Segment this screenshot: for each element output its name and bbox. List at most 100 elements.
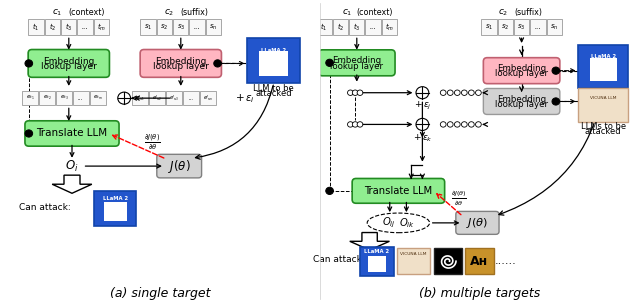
Circle shape: [25, 60, 33, 67]
Text: $e_{t_m}$: $e_{t_m}$: [93, 94, 103, 102]
Text: lookup layer: lookup layer: [41, 62, 97, 71]
Text: lookup layer: lookup layer: [495, 69, 548, 79]
Bar: [247, 38, 300, 83]
Text: $c_2$: $c_2$: [164, 8, 174, 18]
Circle shape: [552, 67, 560, 74]
Bar: [200, 91, 216, 105]
Text: $t_1$: $t_1$: [33, 21, 40, 33]
Circle shape: [352, 90, 358, 95]
Circle shape: [440, 122, 446, 127]
Circle shape: [348, 90, 353, 95]
Text: $s_1$: $s_1$: [485, 23, 493, 32]
Bar: [28, 19, 44, 35]
Text: $J(\theta)$: $J(\theta)$: [168, 158, 191, 175]
Text: $s_n$: $s_n$: [550, 23, 559, 32]
Circle shape: [352, 122, 358, 127]
Text: Embedding: Embedding: [332, 56, 381, 65]
Text: ...: ...: [78, 96, 84, 101]
Circle shape: [118, 92, 131, 104]
Text: $e'_{s_3}$: $e'_{s_3}$: [169, 93, 180, 103]
Bar: [579, 45, 628, 88]
Text: $O_{ik}$: $O_{ik}$: [399, 216, 415, 230]
Circle shape: [326, 187, 333, 194]
Text: Embedding: Embedding: [497, 64, 546, 73]
Text: (suffix): (suffix): [180, 8, 209, 17]
Text: $e'_{s_n}$: $e'_{s_n}$: [203, 93, 214, 103]
Text: ......: ......: [495, 256, 516, 266]
Text: $+\,\varepsilon_j$: $+\,\varepsilon_j$: [413, 100, 431, 112]
Circle shape: [357, 90, 363, 95]
FancyBboxPatch shape: [140, 50, 221, 77]
Text: ...: ...: [82, 24, 88, 30]
Text: $s_3$: $s_3$: [517, 23, 526, 32]
Bar: [94, 19, 109, 35]
Circle shape: [447, 90, 453, 95]
Text: $e_{t_3}$: $e_{t_3}$: [60, 94, 68, 102]
Text: $e_{t_1}$: $e_{t_1}$: [26, 94, 35, 102]
Bar: [90, 91, 106, 105]
Bar: [579, 88, 628, 123]
Text: $J(\theta)$: $J(\theta)$: [467, 216, 488, 230]
Text: Can attack:: Can attack:: [314, 255, 365, 264]
Text: LLM to be: LLM to be: [253, 84, 294, 93]
Polygon shape: [52, 175, 92, 193]
Circle shape: [447, 122, 453, 127]
Bar: [365, 19, 381, 35]
Bar: [104, 202, 127, 221]
Text: attacked: attacked: [255, 89, 292, 98]
Text: $+\,\varepsilon_k$: $+\,\varepsilon_k$: [413, 132, 432, 144]
Circle shape: [416, 118, 429, 130]
FancyBboxPatch shape: [25, 121, 119, 146]
Bar: [56, 91, 72, 105]
Circle shape: [461, 122, 467, 127]
Circle shape: [461, 90, 467, 95]
Text: $e_{t_2}$: $e_{t_2}$: [43, 94, 51, 102]
Bar: [22, 91, 38, 105]
Bar: [45, 19, 60, 35]
Text: $e'_{s_1}$: $e'_{s_1}$: [135, 93, 146, 103]
Text: lookup layer: lookup layer: [153, 62, 209, 71]
Text: $\frac{\partial J(\theta)}{\partial \theta}$: $\frac{\partial J(\theta)}{\partial \the…: [143, 133, 161, 152]
Text: LLaMA 2: LLaMA 2: [591, 54, 616, 59]
FancyBboxPatch shape: [483, 58, 560, 84]
Text: $s_3$: $s_3$: [177, 23, 185, 32]
Text: $t_3$: $t_3$: [353, 21, 360, 33]
Bar: [206, 19, 221, 35]
FancyBboxPatch shape: [483, 88, 560, 114]
Bar: [150, 91, 165, 105]
Circle shape: [454, 90, 460, 95]
Text: (context): (context): [69, 8, 106, 17]
FancyBboxPatch shape: [456, 211, 499, 234]
Bar: [132, 91, 148, 105]
Text: $e'_{s_2}$: $e'_{s_2}$: [152, 93, 163, 103]
Bar: [381, 19, 397, 35]
Text: ...: ...: [194, 24, 200, 30]
Text: $c_1$: $c_1$: [52, 8, 63, 18]
Circle shape: [468, 90, 474, 95]
Bar: [333, 19, 348, 35]
Text: (b) multiple targets: (b) multiple targets: [419, 287, 541, 300]
Text: LLaMA 2: LLaMA 2: [261, 48, 286, 53]
Text: LLMs to be: LLMs to be: [580, 122, 626, 131]
Circle shape: [476, 122, 481, 127]
Text: $+\,\varepsilon_i$: $+\,\varepsilon_i$: [236, 92, 255, 104]
Text: (a) single target: (a) single target: [109, 287, 211, 300]
Text: $s_n$: $s_n$: [209, 23, 218, 32]
FancyBboxPatch shape: [352, 178, 445, 203]
Text: $s_1$: $s_1$: [144, 23, 152, 32]
Bar: [530, 19, 545, 35]
Text: $t_m$: $t_m$: [385, 21, 394, 33]
Bar: [95, 191, 136, 226]
Bar: [514, 19, 529, 35]
Text: $t_1$: $t_1$: [321, 21, 328, 33]
Text: Can attack:: Can attack:: [19, 203, 70, 212]
Bar: [259, 51, 288, 76]
Bar: [61, 19, 77, 35]
Circle shape: [440, 90, 446, 95]
Text: (suffix): (suffix): [515, 8, 543, 17]
Bar: [73, 91, 89, 105]
Text: Embedding: Embedding: [155, 56, 207, 66]
Circle shape: [416, 87, 429, 99]
FancyBboxPatch shape: [157, 154, 202, 178]
Text: ...: ...: [189, 96, 194, 101]
